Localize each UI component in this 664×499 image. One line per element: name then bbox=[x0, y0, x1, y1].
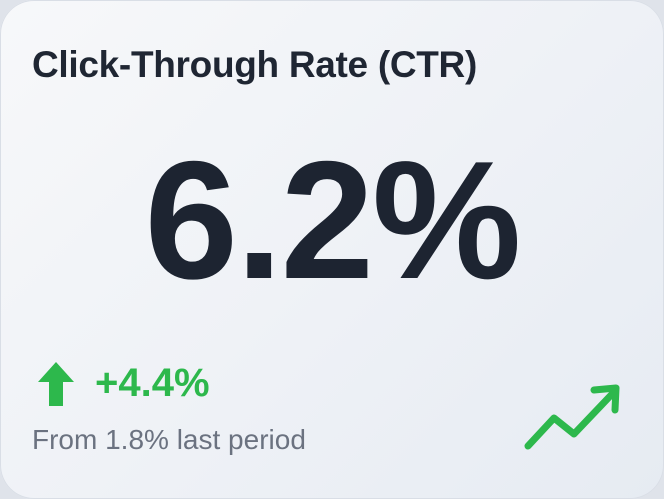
trend-icon bbox=[524, 384, 620, 450]
kpi-comparison: From 1.8% last period bbox=[32, 424, 306, 455]
kpi-change: +4.4% bbox=[95, 361, 210, 405]
card-title: Click-Through Rate (CTR) bbox=[32, 44, 478, 85]
up-arrow-icon bbox=[38, 362, 74, 406]
kpi-value: 6.2% bbox=[144, 126, 522, 314]
